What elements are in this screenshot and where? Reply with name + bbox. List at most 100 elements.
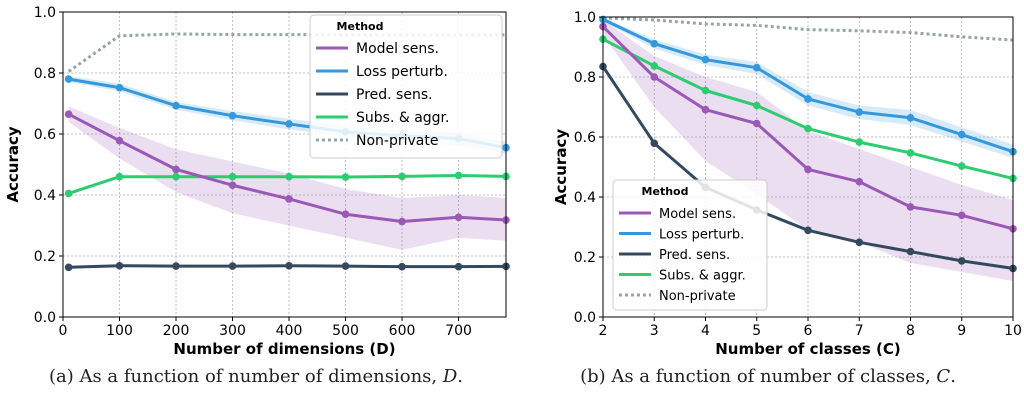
chart-b-point-0-1 — [650, 73, 659, 81]
chart-b-point-1-7 — [957, 130, 966, 139]
chart-a-ytick-label-2: 0.4 — [34, 188, 56, 204]
chart-a-point-2-0 — [64, 263, 73, 272]
chart-b-point-1-4 — [804, 95, 812, 103]
caption-a: (a) As a function of number of dimension… — [0, 366, 512, 387]
chart-a-xtick-label-3: 300 — [219, 323, 246, 339]
chart-a-legend-label-4: Non-private — [356, 133, 438, 149]
chart-a-xtick-label-0: 0 — [59, 323, 68, 339]
chart-a-legend-label-1: Loss perturb. — [356, 64, 448, 80]
chart-a-point-3-2 — [172, 172, 180, 181]
chart-b-svg: 2 3 4 5 6 7 8 9 10 0.0 0.2 0.4 0.6 0.8 1.0 Number of cl… — [552, 10, 1022, 358]
chart-b-point-2-4 — [804, 226, 812, 235]
chart-b-xtick-label-5: 7 — [855, 323, 864, 339]
chart-a-point-0-2 — [172, 165, 180, 174]
chart-b-line-4 — [602, 16, 1014, 42]
chart-b-point-0-4 — [804, 165, 812, 174]
chart-a-xtick-label-6: 600 — [389, 323, 416, 339]
chart-a-ytick-label-4: 0.8 — [34, 66, 56, 82]
chart-b-xtick-label-0: 2 — [599, 323, 608, 339]
chart-a-point-0-0 — [64, 110, 73, 118]
chart-a-point-3-4 — [285, 172, 293, 181]
chart-a-point-3-3 — [228, 172, 237, 181]
chart-a-point-2-5 — [341, 262, 350, 270]
chart-b-band-0 — [603, 20, 1013, 281]
caption-a-text: (a) As a function of number of dimension… — [48, 366, 443, 387]
chart-a-point-3-6 — [398, 172, 406, 181]
chart-a-point-1-0 — [64, 75, 73, 83]
chart-a-point-2-3 — [228, 262, 237, 270]
chart-b-xtick-label-8: 10 — [1004, 323, 1022, 339]
chart-b-xlabel: Number of classes (C) — [715, 340, 901, 358]
chart-b-point-3-3 — [752, 101, 761, 110]
chart-b-point-0-5 — [855, 177, 864, 186]
chart-b-point-3-6 — [906, 149, 915, 157]
caption-b-text: (b) As a function of number of classes, — [580, 366, 937, 387]
chart-b-xtick-label-3: 5 — [752, 323, 761, 339]
chart-b-point-3-2 — [701, 86, 710, 95]
caption-b: (b) As a function of number of classes, … — [512, 366, 1024, 387]
chart-b-ytick-label-3: 0.6 — [574, 130, 596, 146]
chart-b-legend-title: Method — [642, 185, 689, 198]
chart-a-frame — [62, 11, 507, 318]
chart-a-ytick-label-0: 0.0 — [34, 310, 56, 326]
chart-a-line-4 — [67, 32, 507, 73]
caption-b-variable: C — [936, 366, 951, 387]
chart-panel-a: 0 100 200 300 400 500 600 700 0.0 0.2 0.4 0.6 0.8 1.0… — [0, 5, 512, 387]
chart-b-xtick-label-1: 3 — [650, 323, 659, 339]
caption-a-variable: D — [442, 366, 458, 387]
chart-b-ytick-label-1: 0.2 — [574, 250, 596, 266]
chart-b-point-3-4 — [804, 124, 812, 133]
chart-a-xtick-label-7: 700 — [445, 323, 472, 339]
chart-b-legend-label-3: Subs. & aggr. — [659, 269, 746, 284]
chart-a-ytick-label-3: 0.6 — [34, 127, 56, 143]
chart-b-point-1-1 — [650, 39, 659, 48]
chart-a-point-0-7 — [454, 213, 463, 222]
chart-b-band-1 — [603, 17, 1013, 158]
chart-a-point-0-3 — [228, 181, 237, 190]
chart-a-point-0-6 — [398, 217, 406, 226]
chart-b-ytick-label-4: 0.8 — [574, 70, 596, 86]
chart-a-point-1-3 — [228, 111, 237, 120]
chart-b-point-2-7 — [957, 257, 966, 265]
chart-a-point-1-1 — [115, 83, 124, 92]
caption-b-period: . — [950, 366, 956, 387]
chart-b-legend-label-1: Loss perturb. — [659, 228, 744, 243]
chart-a-legend-title: Method — [337, 20, 384, 33]
chart-b-legend-label-2: Pred. sens. — [659, 248, 730, 263]
chart-a-point-3-0 — [64, 189, 73, 198]
chart-a-xtick-label-5: 500 — [332, 323, 359, 339]
chart-a-point-2-4 — [285, 261, 293, 270]
chart-panel-b: 2 3 4 5 6 7 8 9 10 0.0 0.2 0.4 0.6 0.8 1.0 Number of cl… — [512, 0, 1024, 408]
chart-b-point-1-3 — [752, 63, 761, 72]
chart-b-point-2-1 — [650, 139, 659, 148]
chart-a-svg: 0 100 200 300 400 500 600 700 0.0 0.2 0.4 0.6 0.8 1.0… — [4, 5, 510, 358]
chart-a-xtick-label-4: 400 — [276, 323, 303, 339]
chart-a-ytick-label-5: 1.0 — [34, 5, 56, 21]
chart-a-point-2-6 — [398, 262, 406, 271]
chart-a-legend-label-2: Pred. sens. — [356, 87, 433, 103]
chart-a-point-2-7 — [454, 262, 463, 271]
chart-b-point-0-7 — [957, 211, 966, 220]
chart-a-point-3-1 — [115, 172, 124, 181]
chart-b-legend-box — [612, 179, 768, 311]
chart-b-point-1-2 — [701, 55, 710, 64]
chart-b-point-0-2 — [701, 105, 710, 114]
chart-b-xtick-label-7: 9 — [957, 323, 966, 339]
chart-a-point-0-4 — [285, 195, 293, 203]
chart-b-ytick-label-0: 0.0 — [574, 310, 596, 326]
chart-a-point-0-5 — [341, 210, 350, 219]
chart-b-legend-label-4: Non-private — [659, 289, 736, 304]
chart-a-point-2-1 — [115, 261, 124, 270]
chart-a-point-1-4 — [285, 120, 293, 128]
chart-b-point-1-6 — [906, 114, 915, 122]
chart-b-legend-label-0: Model sens. — [659, 207, 736, 222]
chart-b-ytick-label-5: 1.0 — [574, 10, 596, 26]
chart-b-xtick-label-4: 6 — [804, 323, 813, 339]
chart-b-point-3-7 — [957, 162, 966, 170]
chart-b-ytick-label-2: 0.4 — [574, 190, 596, 206]
chart-a-point-0-1 — [115, 136, 124, 145]
chart-b-point-2-6 — [906, 247, 915, 256]
chart-a-ytick-label-1: 0.2 — [34, 249, 56, 265]
chart-a-ylabel: Accuracy — [4, 126, 22, 202]
chart-a-xlabel: Number of dimensions (D) — [173, 340, 395, 358]
